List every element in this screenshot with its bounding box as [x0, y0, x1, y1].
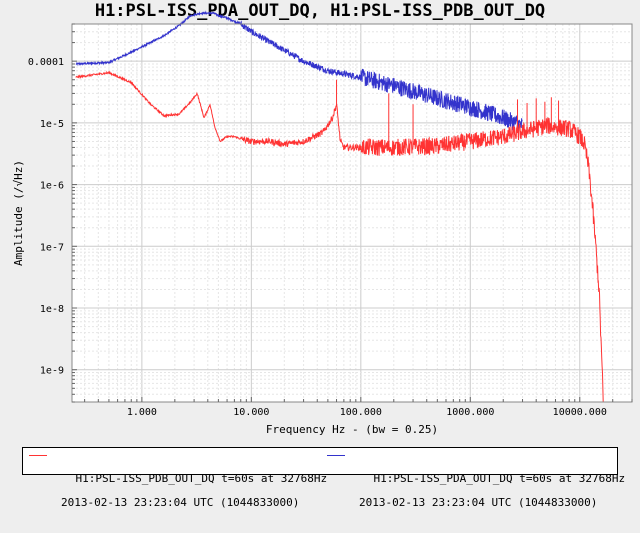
x-tick-label: 1.000 — [127, 407, 157, 418]
legend-pdb-line1: H1:PSL-ISS_PDB_OUT_DQ t=60s at 32768Hz — [75, 472, 328, 485]
y-tick-label: 1e-7 — [40, 242, 64, 253]
plot-area — [72, 24, 632, 402]
x-axis-label: Frequency Hz - (bw = 0.25) — [266, 423, 438, 436]
series-pdb-line — [75, 70, 604, 403]
y-tick-label: 1e-8 — [40, 304, 64, 315]
x-tick-label: 10000.000 — [553, 407, 607, 418]
x-tick-label: 10.000 — [233, 407, 269, 418]
series-group — [75, 10, 604, 403]
y-tick-label: 1e-5 — [40, 119, 64, 130]
legend-swatch-pda — [327, 455, 345, 456]
grid-lines — [72, 23, 633, 403]
y-axis-label: Amplitude (/√Hz) — [12, 160, 25, 266]
legend: H1:PSL-ISS_PDB_OUT_DQ t=60s at 32768Hz 2… — [22, 447, 625, 509]
y-tick-label: 1e-9 — [40, 366, 64, 377]
legend-entry-pda: H1:PSL-ISS_PDA_OUT_DQ t=60s at 32768Hz 2… — [327, 449, 625, 533]
legend-entry-pdb: H1:PSL-ISS_PDB_OUT_DQ t=60s at 32768Hz 2… — [29, 449, 327, 533]
x-tick-label: 1000.000 — [446, 407, 494, 418]
axis-ticks: 1.000 10.000 100.000 1000.000 10000.000 0.000… — [28, 23, 633, 418]
legend-pda-line2: 2013-02-13 23:23:04 UTC (1044833000) — [359, 496, 598, 509]
x-tick-label: 100.000 — [340, 407, 382, 418]
series-pda-line — [75, 10, 523, 133]
legend-pda-line1: H1:PSL-ISS_PDA_OUT_DQ t=60s at 32768Hz — [373, 472, 626, 485]
y-tick-label: 1e-6 — [40, 181, 64, 192]
legend-pdb-line2: 2013-02-13 23:23:04 UTC (1044833000) — [61, 496, 300, 509]
y-tick-label: 0.0001 — [28, 57, 64, 68]
legend-swatch-pdb — [29, 455, 47, 456]
chart-title: H1:PSL-ISS_PDA_OUT_DQ, H1:PSL-ISS_PDB_OU… — [94, 1, 546, 21]
plot-frame — [71, 23, 633, 403]
chart-canvas: 1.000 10.000 100.000 1000.000 10000.000 0.000… — [12, 10, 633, 436]
